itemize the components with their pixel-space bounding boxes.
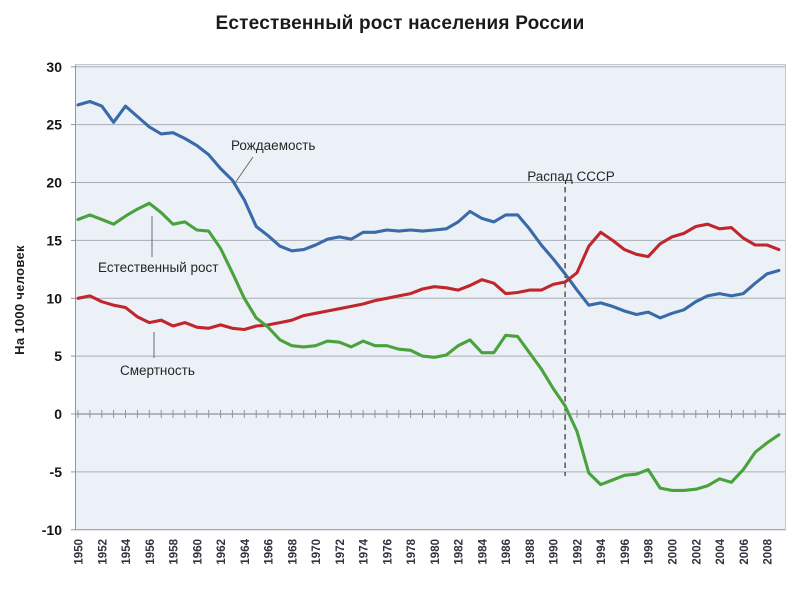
- x-tick-label-1982: 1982: [454, 539, 466, 565]
- plot-area: [75, 64, 786, 530]
- y-tick-label--10: -10: [42, 522, 62, 538]
- x-tick-label-1990: 1990: [549, 539, 561, 565]
- y-tick-label-20: 20: [46, 175, 62, 191]
- series-line-birth-rate: [76, 99, 781, 320]
- y-tick-label-0: 0: [54, 406, 62, 422]
- x-tick-label-1952: 1952: [97, 539, 109, 565]
- x-tick-label-1964: 1964: [240, 538, 252, 564]
- x-tick-label-1976: 1976: [382, 539, 394, 565]
- x-tick-label-1984: 1984: [477, 538, 489, 564]
- x-tick-label-1962: 1962: [216, 539, 228, 565]
- x-tick-label-1956: 1956: [145, 539, 157, 565]
- x-tick-label-2008: 2008: [763, 538, 775, 564]
- x-tick-label-1988: 1988: [525, 538, 537, 564]
- x-tick-label-1970: 1970: [311, 539, 323, 565]
- x-tick-label-1968: 1968: [287, 538, 299, 564]
- x-tick-label-2004: 2004: [715, 538, 727, 564]
- x-tick-label-1954: 1954: [121, 538, 133, 564]
- x-tick-label-2006: 2006: [739, 539, 751, 565]
- y-tick-label-25: 25: [46, 117, 62, 133]
- y-tick-label-5: 5: [54, 348, 62, 364]
- series-line-death-rate: [76, 222, 781, 332]
- x-tick-label-1998: 1998: [644, 538, 656, 564]
- x-tick-label-1972: 1972: [335, 539, 347, 565]
- death-rate-label: Смертность: [120, 363, 195, 378]
- x-tick-label-2002: 2002: [691, 539, 703, 565]
- birth-rate-label: Рождаемость: [231, 138, 315, 153]
- x-tick-label-2000: 2000: [668, 539, 680, 565]
- x-tick-label-1980: 1980: [430, 539, 442, 565]
- natural-growth-label: Естественный рост: [98, 260, 218, 275]
- x-tick-label-1996: 1996: [620, 539, 632, 565]
- y-tick-label--5: -5: [50, 464, 63, 480]
- x-tick-label-1960: 1960: [192, 539, 204, 565]
- x-tick-label-1974: 1974: [359, 538, 371, 564]
- birth-rate-label-leader-line: [234, 156, 254, 184]
- y-tick-label-10: 10: [46, 290, 62, 306]
- chart-title: Естественный рост населения России: [215, 13, 585, 34]
- x-tick-label-1958: 1958: [169, 538, 181, 564]
- x-tick-label-1978: 1978: [406, 538, 418, 564]
- y-tick-label-30: 30: [46, 59, 62, 75]
- y-tick-label-15: 15: [46, 232, 62, 248]
- x-tick-label-1986: 1986: [501, 539, 513, 565]
- x-tick-label-1950: 1950: [74, 539, 86, 565]
- x-tick-label-1992: 1992: [573, 539, 585, 565]
- series-line-natural-growth: [76, 201, 781, 492]
- x-tick-label-1994: 1994: [596, 538, 608, 564]
- ussr-collapse-label: Распад СССР: [527, 169, 615, 184]
- x-tick-label-1966: 1966: [264, 539, 276, 565]
